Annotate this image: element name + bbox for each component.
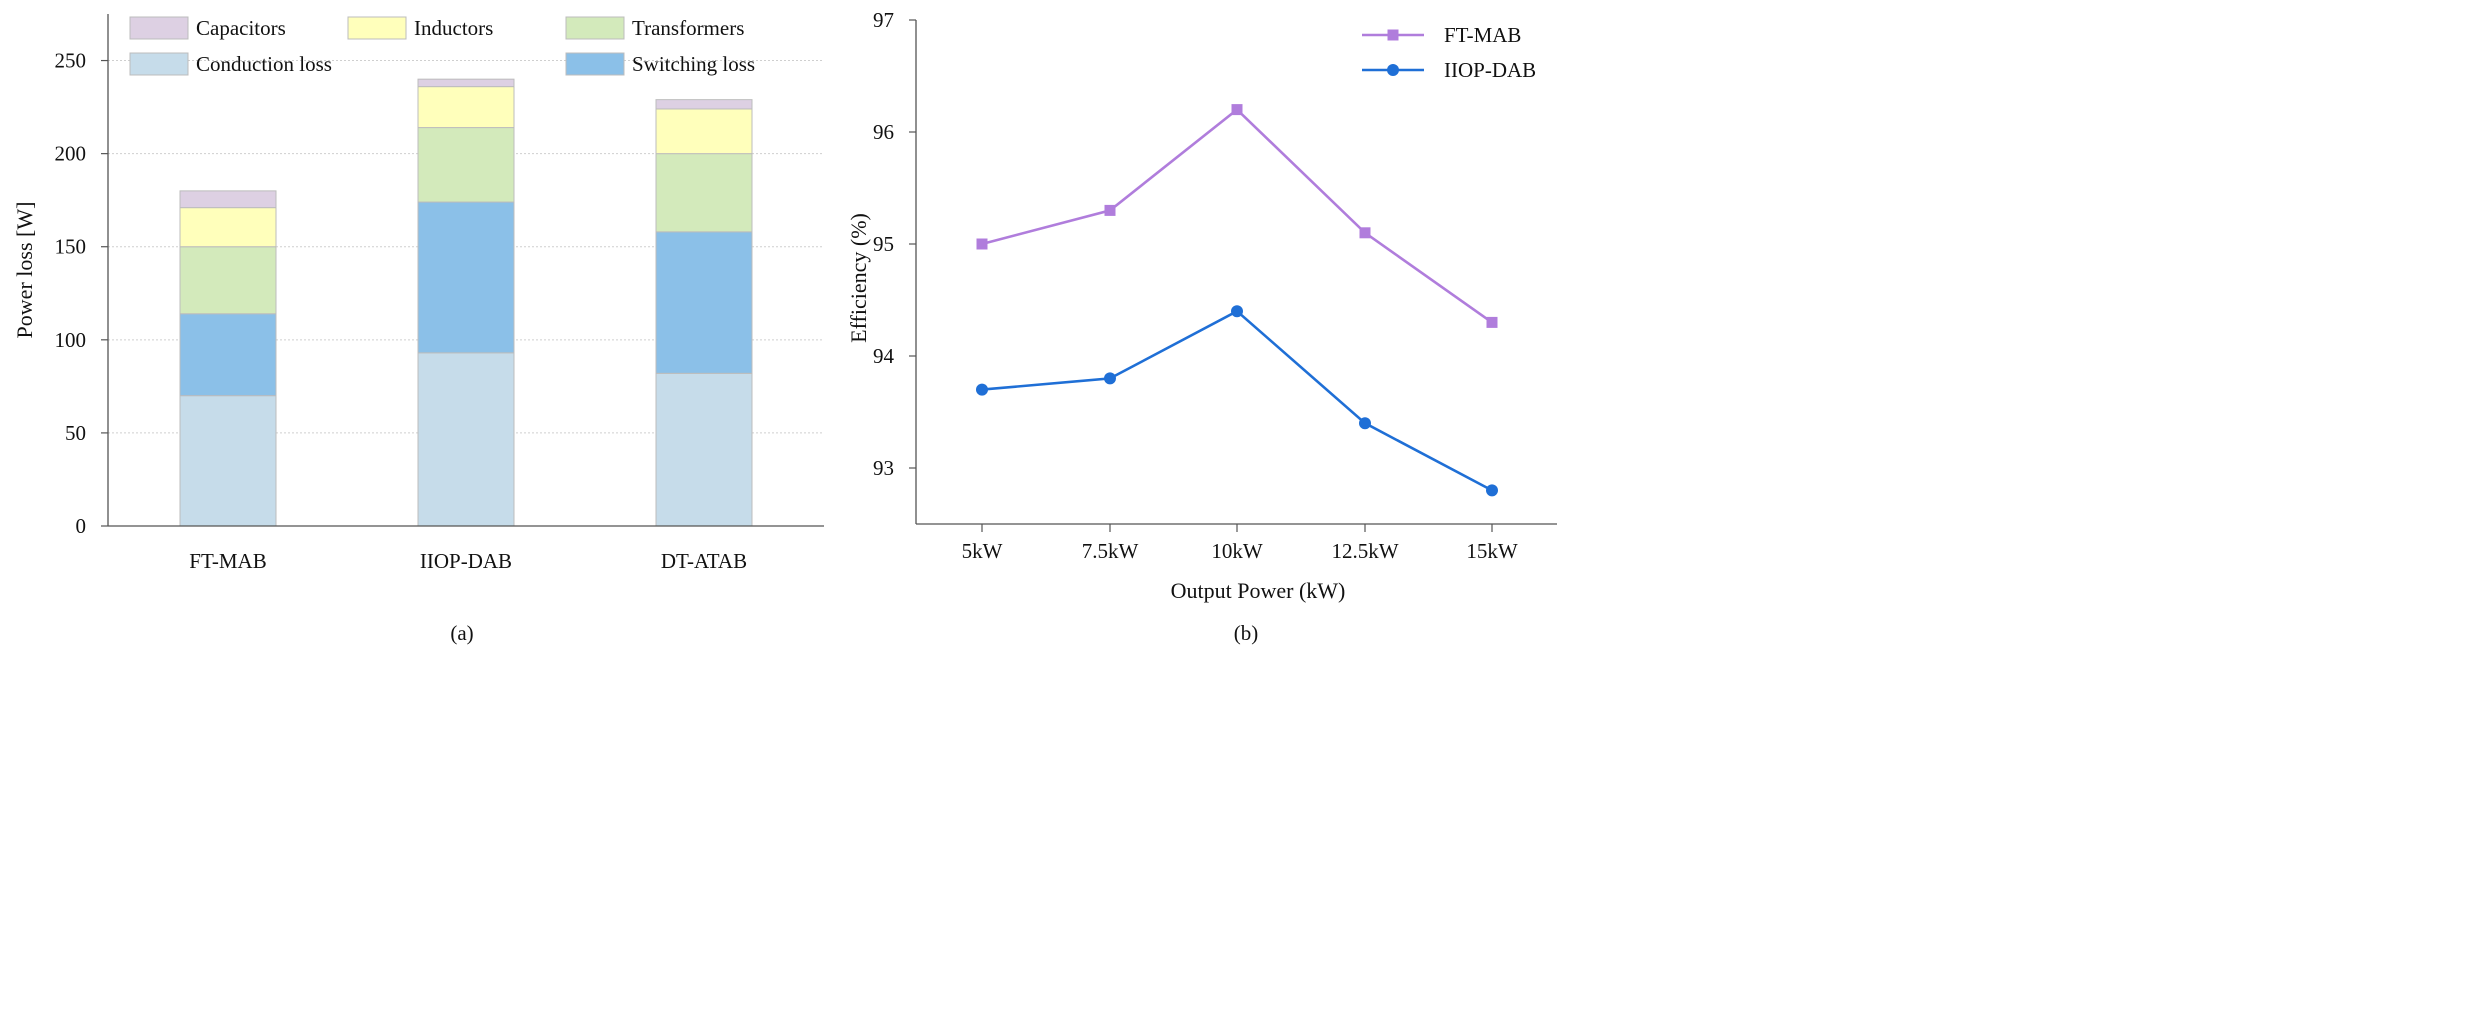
a-legend-label-transformers: Transformers	[632, 16, 744, 40]
b-axes: 93 94 95 96 97 5kW 7.5kW 10kW 12.5kW 15kW Output P…	[846, 8, 1557, 645]
bar-dt-atab-capacitors	[655, 99, 753, 110]
point-iiop-dab-5kw	[976, 383, 988, 396]
a-legend-swatch-switching-loss	[565, 52, 625, 76]
bar-ft-mab-conduction-loss	[179, 395, 277, 527]
a-legend-label-inductors: Inductors	[414, 16, 493, 40]
b-legend-label-iiop-dab: IIOP-DAB	[1444, 58, 1536, 82]
b-xtick-label-15kw: 15kW	[1466, 539, 1518, 563]
b-xtick-label-7-5kw: 7.5kW	[1082, 539, 1139, 563]
point-ft-mab-15kw	[1486, 316, 1498, 328]
bar-dt-atab-transformers	[655, 153, 753, 233]
a-ytick-label-50: 50	[65, 421, 86, 445]
b-legend-marker-iiop-dab	[1387, 64, 1399, 76]
bar-dt-atab-switching-loss	[655, 231, 753, 374]
b-xtick-label-12-5kw: 12.5kW	[1331, 539, 1398, 563]
a-legend-label-capacitors: Capacitors	[196, 16, 286, 40]
a-xtick-label-ft-mab: FT-MAB	[189, 549, 266, 573]
b-ytick-label-95: 95	[873, 232, 894, 256]
a-legend-swatch-capacitors	[129, 16, 189, 40]
bar-iiop-dab-inductors	[417, 86, 515, 129]
bar-ft-mab-inductors	[179, 207, 277, 248]
a-ytick-label-250: 250	[55, 49, 87, 73]
bar-iiop-dab-transformers	[417, 127, 515, 203]
b-ytick-label-94: 94	[873, 344, 895, 368]
chart-b: 93 94 95 96 97 5kW 7.5kW 10kW 12.5kW 15kW Output P…	[846, 8, 1557, 645]
b-x-axis-title: Output Power (kW)	[1171, 578, 1346, 603]
bar-iiop-dab-switching-loss	[417, 201, 515, 354]
a-ytick-label-200: 200	[55, 142, 87, 166]
figure: 0 50 100 150 200 250 FT-MAB IIOP-DAB DT-ATAB Powe…	[12, 8, 1557, 645]
a-ytick-label-150: 150	[55, 235, 87, 259]
a-caption: (a)	[450, 621, 473, 645]
b-ytick-label-96: 96	[873, 120, 894, 144]
b-lines	[976, 104, 1498, 497]
bar-dt-atab-inductors	[655, 108, 753, 155]
a-y-axis-title: Power loss [W]	[12, 202, 37, 339]
line-iiop-dab	[981, 309, 1493, 492]
bar-ft-mab-switching-loss	[179, 313, 277, 397]
a-legend-swatch-transformers	[565, 16, 625, 40]
point-ft-mab-7-5kw	[1104, 204, 1116, 216]
b-xtick-label-10kw: 10kW	[1211, 539, 1263, 563]
b-legend: FT-MAB IIOP-DAB	[1362, 23, 1536, 82]
bar-dt-atab-conduction-loss	[655, 372, 753, 527]
b-ytick-label-93: 93	[873, 456, 894, 480]
point-iiop-dab-15kw	[1486, 484, 1498, 497]
b-y-axis-title: Efficiency (%)	[846, 213, 871, 343]
a-legend-swatch-inductors	[347, 16, 407, 40]
b-xtick-label-5kw: 5kW	[962, 539, 1003, 563]
bar-iiop-dab-conduction-loss	[417, 352, 515, 527]
a-axes: 0 50 100 150 200 250 FT-MAB IIOP-DAB DT-ATAB Powe…	[12, 14, 824, 645]
a-xtick-label-iiop-dab: IIOP-DAB	[420, 549, 512, 573]
b-caption: (b)	[1234, 621, 1259, 645]
b-ytick-label-97: 97	[873, 8, 894, 32]
point-iiop-dab-10kw	[1231, 305, 1243, 318]
line-ft-mab	[981, 107, 1493, 324]
a-ytick-label-0: 0	[76, 514, 87, 538]
a-legend-label-conduction-loss: Conduction loss	[196, 52, 332, 76]
a-legend: Capacitors Inductors Transformers Conductio…	[129, 16, 755, 76]
point-ft-mab-12-5kw	[1359, 227, 1371, 239]
point-iiop-dab-12-5kw	[1359, 417, 1371, 430]
chart-a: 0 50 100 150 200 250 FT-MAB IIOP-DAB DT-ATAB Powe…	[12, 14, 824, 645]
a-ytick-label-100: 100	[55, 328, 87, 352]
bar-ft-mab-capacitors	[179, 190, 277, 209]
a-legend-label-switching-loss: Switching loss	[632, 52, 755, 76]
bar-ft-mab-transformers	[179, 246, 277, 315]
b-legend-label-ft-mab: FT-MAB	[1444, 23, 1521, 47]
a-bars	[179, 78, 753, 527]
point-ft-mab-5kw	[976, 238, 988, 250]
a-xtick-label-dt-atab: DT-ATAB	[661, 549, 747, 573]
point-iiop-dab-7-5kw	[1104, 372, 1116, 385]
b-legend-marker-ft-mab	[1387, 29, 1399, 41]
bar-iiop-dab-capacitors	[417, 78, 515, 88]
a-legend-swatch-conduction-loss	[129, 52, 189, 76]
point-ft-mab-10kw	[1231, 104, 1243, 116]
